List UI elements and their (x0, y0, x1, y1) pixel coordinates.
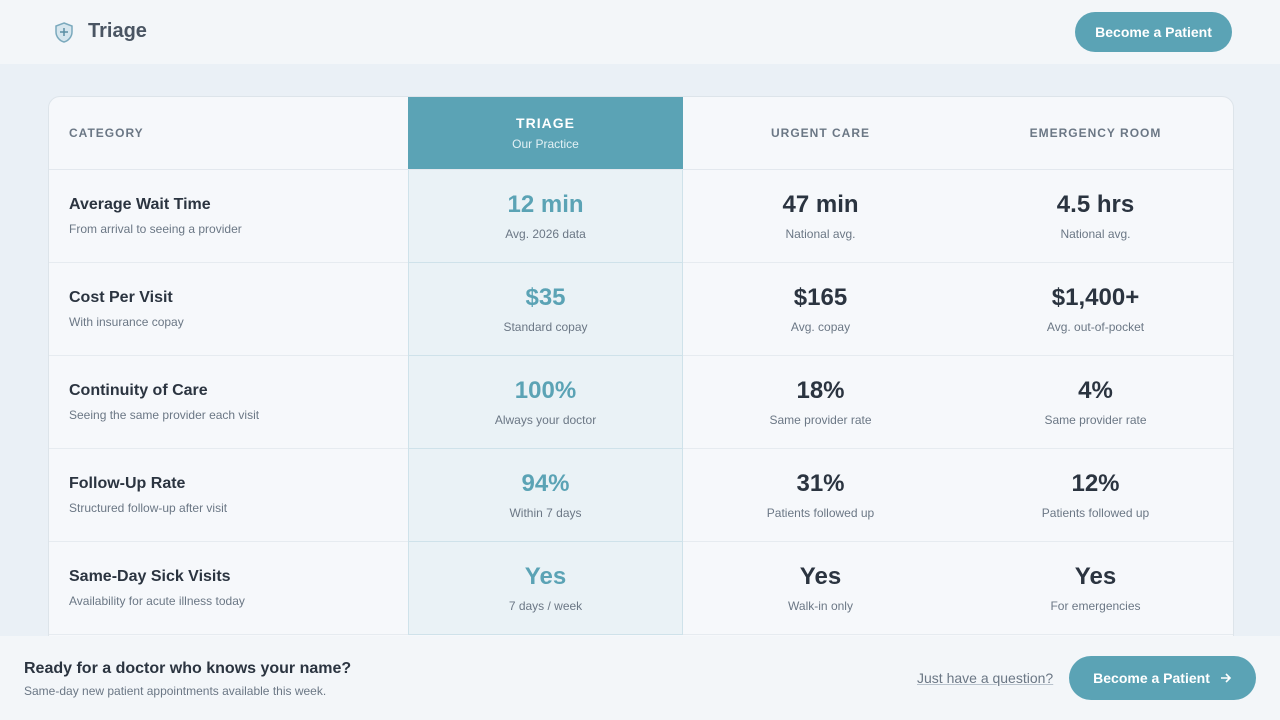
row-label-cell: Follow-Up Rate Structured follow-up after… (49, 449, 408, 542)
cell-note: National avg. (785, 227, 856, 241)
value-cell: 31% Patients followed up (683, 449, 958, 542)
cell-value: Yes (524, 563, 567, 590)
header-cta[interactable]: Become a Patient (1075, 12, 1232, 52)
cell-value: 4.5 hrs (1056, 191, 1135, 218)
cell-value: 12 min (507, 191, 584, 218)
cell-note: 7 days / week (508, 599, 583, 613)
value-cell: 94% Within 7 days (408, 449, 683, 542)
footer-cta-label: Become a Patient (1093, 670, 1210, 686)
cell-value: 94% (521, 470, 570, 497)
cell-value: 31% (796, 470, 845, 497)
value-cell: 100% Always your doctor (408, 356, 683, 449)
brand: Triage (88, 20, 147, 42)
logo-icon (55, 22, 73, 43)
value-cell: 12% Patients followed up (958, 449, 1233, 542)
cell-note: Patients followed up (1041, 506, 1150, 520)
value-cell: 18% Same provider rate (683, 356, 958, 449)
row-sublabel: Availability for acute illness today (69, 594, 245, 608)
column-title: URGENT CARE (770, 126, 870, 140)
cell-note: Standard copay (503, 320, 588, 334)
column-header: EMERGENCY ROOM (958, 97, 1233, 170)
row-label: Continuity of Care (69, 382, 208, 399)
value-cell: $165 Avg. copay (683, 263, 958, 356)
column-subtitle: Our Practice (512, 137, 579, 151)
column-header: CATEGORY (49, 97, 408, 170)
row-label-cell: Same-Day Sick Visits Availability for acu… (49, 542, 408, 635)
comparison-table: CATEGORY TRIAGE Our Practice URGENT CARE EME… (48, 96, 1234, 698)
cell-value: 47 min (782, 191, 859, 218)
value-cell: $1,400+ Avg. out-of-pocket (958, 263, 1233, 356)
cell-note: Always your doctor (494, 413, 597, 427)
cell-value: $35 (525, 284, 566, 311)
column-title: EMERGENCY ROOM (1029, 126, 1162, 140)
column-title: CATEGORY (69, 126, 144, 140)
footer-bar: Ready for a doctor who knows your name? … (0, 636, 1280, 720)
cell-note: Avg. copay (790, 320, 851, 334)
value-cell: 12 min Avg. 2026 data (408, 170, 683, 263)
cell-value: 100% (514, 377, 577, 404)
value-cell: 4% Same provider rate (958, 356, 1233, 449)
cell-value: $1,400+ (1051, 284, 1140, 311)
footer-title: Ready for a doctor who knows your name? (24, 660, 352, 677)
value-cell: $35 Standard copay (408, 263, 683, 356)
cell-note: National avg. (1060, 227, 1131, 241)
cell-value: 12% (1071, 470, 1120, 497)
row-label: Cost Per Visit (69, 289, 173, 306)
column-header: URGENT CARE (683, 97, 958, 170)
cell-value: Yes (1074, 563, 1117, 590)
cell-note: Avg. 2026 data (505, 227, 586, 241)
cell-note: Same provider rate (769, 413, 872, 427)
cell-note: Same provider rate (1044, 413, 1147, 427)
row-label: Average Wait Time (69, 196, 211, 213)
row-sublabel: From arrival to seeing a provider (69, 222, 242, 236)
value-cell: 47 min National avg. (683, 170, 958, 263)
row-label-cell: Cost Per Visit With insurance copay (49, 263, 408, 356)
cell-note: Avg. out-of-pocket (1046, 320, 1145, 334)
value-cell: Yes Walk-in only (683, 542, 958, 635)
row-sublabel: Structured follow-up after visit (69, 501, 228, 515)
value-cell: Yes For emergencies (958, 542, 1233, 635)
cell-note: Within 7 days (509, 506, 582, 520)
arrow-icon (1220, 673, 1231, 683)
footer-cta[interactable]: Become a Patient (1069, 656, 1256, 700)
row-sublabel: Seeing the same provider each visit (69, 408, 260, 422)
cell-value: 4% (1078, 377, 1113, 404)
column-title: TRIAGE (516, 115, 575, 131)
cell-note: Walk-in only (788, 599, 853, 613)
value-cell: 4.5 hrs National avg. (958, 170, 1233, 263)
cell-value: 18% (796, 377, 845, 404)
row-label: Follow-Up Rate (69, 475, 186, 492)
cell-note: For emergencies (1050, 599, 1141, 613)
column-header: TRIAGE Our Practice (408, 97, 683, 170)
footer-link[interactable]: Just have a question? (917, 670, 1054, 686)
row-sublabel: With insurance copay (69, 315, 184, 329)
row-label-cell: Average Wait Time From arrival to seeing … (49, 170, 408, 263)
footer-subtitle: Same-day new patient appointments availa… (24, 684, 327, 698)
cell-note: Patients followed up (766, 506, 875, 520)
cell-value: $165 (793, 284, 848, 311)
row-label: Same-Day Sick Visits (69, 568, 231, 585)
value-cell: Yes 7 days / week (408, 542, 683, 635)
cell-value: Yes (799, 563, 842, 590)
header: Triage Become a Patient (0, 0, 1280, 64)
row-label-cell: Continuity of Care Seeing the same provid… (49, 356, 408, 449)
